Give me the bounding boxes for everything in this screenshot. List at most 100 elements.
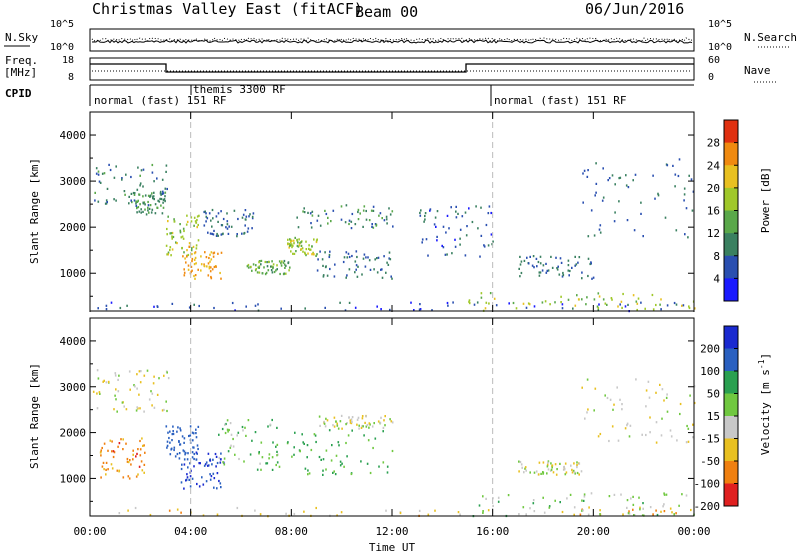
echo-cell: [164, 200, 166, 203]
echo-cell: [632, 294, 635, 297]
echo-cell: [212, 233, 215, 236]
echo-cell: [105, 381, 108, 384]
echo-cell: [251, 215, 254, 218]
echo-cell: [431, 309, 433, 312]
echo-cell: [436, 239, 438, 242]
echo-cell: [207, 464, 209, 467]
echo-cell: [459, 243, 461, 246]
echo-cell: [264, 260, 267, 264]
echo-cell: [346, 422, 348, 425]
echo-cell: [271, 260, 273, 263]
echo-cell: [226, 428, 229, 431]
echo-cell: [333, 425, 336, 428]
echo-cell: [111, 450, 113, 453]
echo-cell: [651, 293, 654, 297]
echo-cell: [265, 462, 267, 465]
echo-cell: [581, 271, 583, 274]
echo-cell: [359, 212, 361, 215]
echo-cell: [106, 187, 109, 190]
velocity-data: [92, 318, 696, 518]
echo-cell: [200, 269, 202, 272]
echo-cell: [490, 211, 492, 215]
echo-cell: [391, 277, 393, 280]
echo-cell: [97, 170, 100, 173]
echo-cell: [381, 268, 383, 271]
echo-cell: [647, 380, 650, 383]
echo-cell: [212, 458, 214, 461]
echo-cell: [625, 184, 628, 187]
echo-cell: [151, 163, 154, 167]
echo-cell: [238, 457, 240, 461]
echo-cell: [536, 265, 538, 268]
echo-cell: [180, 511, 182, 514]
echo-cell: [135, 455, 137, 458]
echo-cell: [136, 373, 138, 376]
echo-cell: [125, 173, 127, 176]
echo-cell: [389, 258, 392, 261]
echo-cell: [571, 471, 574, 474]
echo-cell: [529, 255, 531, 258]
echo-cell: [328, 255, 331, 259]
echo-cell: [194, 274, 197, 277]
echo-cell: [232, 445, 235, 448]
echo-cell: [656, 513, 659, 517]
echo-cell: [164, 195, 166, 198]
echo-cell: [228, 225, 230, 228]
echo-cell: [192, 432, 195, 435]
echo-cell: [183, 487, 185, 490]
scatter-region: [582, 158, 695, 239]
echo-cell: [334, 473, 337, 476]
echo-cell: [191, 456, 194, 459]
echo-cell: [139, 174, 141, 177]
echo-cell: [140, 370, 142, 373]
echo-cell: [315, 254, 317, 257]
echo-cell: [258, 451, 260, 454]
echo-cell: [380, 308, 382, 311]
cpid-segment-3: normal (fast) 151 RF: [494, 94, 626, 107]
echo-cell: [165, 164, 168, 167]
echo-cell: [594, 387, 597, 390]
echo-cell: [567, 269, 570, 272]
echo-cell: [350, 227, 353, 230]
echo-cell: [267, 425, 269, 428]
echo-cell: [179, 223, 181, 226]
echo-cell: [524, 467, 526, 470]
echo-cell: [518, 470, 520, 473]
echo-cell: [455, 210, 457, 213]
echo-cell: [249, 453, 252, 456]
echo-cell: [589, 262, 591, 266]
echo-cell: [242, 429, 244, 432]
echo-cell: [383, 255, 385, 258]
scatter-region: [296, 204, 394, 230]
echo-cell: [94, 199, 96, 202]
echo-cell: [660, 434, 663, 437]
echo-cell: [139, 448, 142, 451]
echo-cell: [124, 193, 126, 196]
echo-cell: [194, 277, 196, 280]
echo-cell: [200, 263, 203, 266]
echo-cell: [138, 393, 140, 396]
echo-cell: [317, 258, 319, 261]
echo-cell: [487, 244, 490, 247]
echo-cell: [418, 509, 421, 512]
echo-cell: [598, 228, 601, 231]
echo-cell: [219, 461, 222, 464]
echo-cell: [236, 434, 238, 437]
echo-cell: [482, 511, 484, 514]
velocity-colorbar: 200 100 50 15 -15 -50 -100 -200: [694, 325, 739, 513]
echo-cell: [229, 422, 232, 425]
echo-cell: [673, 513, 675, 516]
colorbar-tick-label: 8: [713, 250, 720, 263]
echo-cell: [100, 454, 102, 457]
echo-cell: [207, 262, 210, 265]
echo-cell: [183, 268, 185, 271]
echo-cell: [197, 268, 199, 271]
scatter-region: [581, 378, 696, 444]
echo-cell: [577, 298, 580, 301]
echo-cell: [144, 203, 146, 206]
echo-cell: [190, 270, 192, 273]
echo-cell: [272, 266, 274, 269]
echo-cell: [287, 238, 289, 241]
echo-cell: [317, 214, 320, 217]
colorbar-tick-label: 16: [707, 205, 720, 218]
